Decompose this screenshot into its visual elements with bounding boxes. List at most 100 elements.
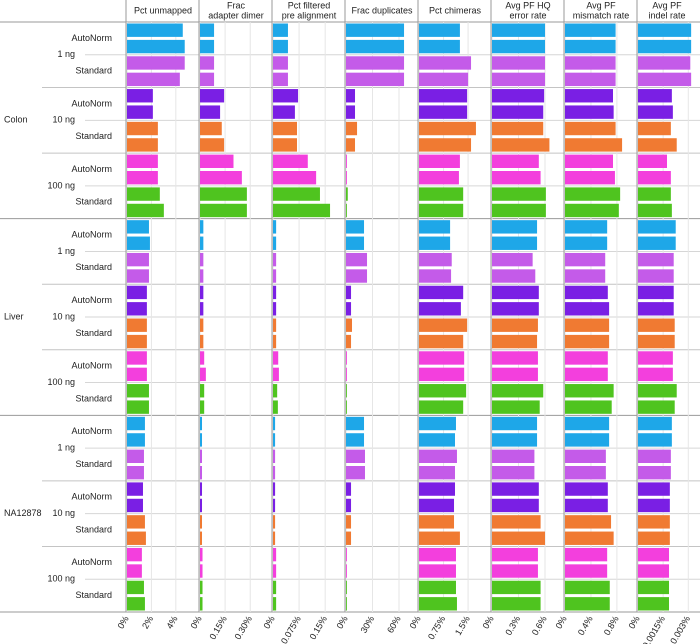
amount-label: 10 ng xyxy=(52,115,75,125)
method-label: Standard xyxy=(75,590,112,600)
bar xyxy=(492,597,541,611)
bar xyxy=(419,400,464,414)
bar xyxy=(127,400,149,414)
bar xyxy=(273,597,277,611)
bar xyxy=(273,400,278,414)
bar xyxy=(273,416,276,431)
bar xyxy=(419,252,452,267)
method-label: AutoNorm xyxy=(71,557,112,567)
bar xyxy=(200,138,225,152)
bar xyxy=(492,433,538,447)
bar xyxy=(419,203,464,218)
bar xyxy=(346,23,405,37)
x-tick-label: 0% xyxy=(262,614,277,630)
bar xyxy=(200,498,203,513)
bar xyxy=(492,564,538,578)
x-tick-label: 0.4% xyxy=(576,614,595,637)
panel-title: Pct filtered xyxy=(288,0,331,10)
bar xyxy=(127,515,145,529)
bar xyxy=(273,187,320,201)
bar xyxy=(419,39,460,54)
bar xyxy=(419,138,472,152)
bar xyxy=(492,171,541,185)
bar xyxy=(492,138,550,152)
bar xyxy=(273,482,276,496)
bar xyxy=(346,482,352,496)
bar xyxy=(273,515,276,529)
bar xyxy=(273,154,308,168)
bar xyxy=(419,597,457,611)
bar xyxy=(127,597,145,611)
bar xyxy=(273,367,279,382)
bar xyxy=(346,334,352,349)
panel-title: pre alignment xyxy=(282,10,337,20)
x-tick-label: 1.5% xyxy=(453,614,472,637)
bar xyxy=(419,433,455,447)
bar xyxy=(638,39,692,54)
bar xyxy=(200,285,204,300)
bar xyxy=(200,515,203,529)
bar xyxy=(419,121,476,136)
bar xyxy=(492,351,538,365)
bar xyxy=(346,318,353,332)
bar xyxy=(200,318,204,332)
bar xyxy=(200,334,204,349)
bar xyxy=(127,416,145,431)
bar xyxy=(273,449,276,463)
bar xyxy=(492,56,546,70)
method-label: Standard xyxy=(75,393,112,403)
x-tick-label: 0% xyxy=(116,614,131,630)
bar xyxy=(492,384,544,398)
bar xyxy=(346,285,352,300)
bar xyxy=(419,171,459,185)
bar xyxy=(346,466,365,480)
bar xyxy=(638,56,691,70)
bar xyxy=(127,285,147,300)
bar xyxy=(492,302,539,316)
bar xyxy=(273,433,276,447)
bar xyxy=(200,547,203,562)
bar xyxy=(127,466,144,480)
bar xyxy=(638,384,677,398)
bar xyxy=(565,449,606,463)
bar xyxy=(565,285,608,300)
bar xyxy=(419,531,460,545)
bar xyxy=(638,580,670,595)
bar xyxy=(492,252,533,267)
bar xyxy=(638,482,670,496)
bar xyxy=(273,466,276,480)
bar xyxy=(200,433,203,447)
x-tick-label: 60% xyxy=(385,614,403,635)
bar xyxy=(419,23,460,37)
bar xyxy=(127,105,153,119)
x-tick-label: 0.8% xyxy=(602,614,621,637)
bar xyxy=(346,121,358,136)
method-label: AutoNorm xyxy=(71,361,112,371)
bar xyxy=(638,72,692,87)
bar xyxy=(200,154,234,168)
bar xyxy=(127,220,149,234)
bar xyxy=(127,334,147,349)
bar xyxy=(127,89,153,103)
bar xyxy=(273,138,297,152)
bar xyxy=(346,351,347,365)
bar xyxy=(127,121,158,136)
bar xyxy=(565,72,616,87)
panel-title: error rate xyxy=(509,10,546,20)
bar xyxy=(273,531,276,545)
bar xyxy=(346,56,405,70)
amount-label: 100 ng xyxy=(47,377,75,387)
bar xyxy=(127,252,149,267)
panel-title: indel rate xyxy=(648,10,685,20)
method-label: AutoNorm xyxy=(71,492,112,502)
bar xyxy=(565,318,610,332)
bar xyxy=(200,56,215,70)
bar xyxy=(419,318,468,332)
bar xyxy=(638,187,671,201)
bar xyxy=(565,105,614,119)
x-tick-label: 0% xyxy=(627,614,642,630)
bar xyxy=(346,203,347,218)
bar xyxy=(127,367,147,382)
bar xyxy=(127,318,147,332)
